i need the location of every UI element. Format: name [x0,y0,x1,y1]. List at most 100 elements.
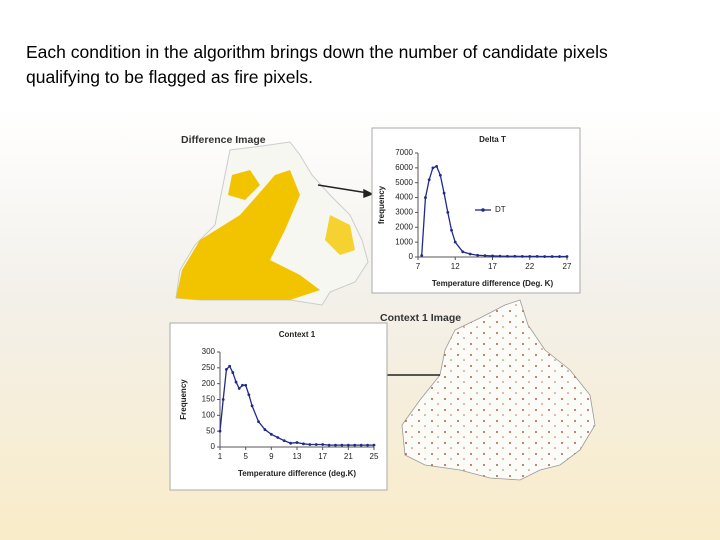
data-point [263,428,267,431]
y-tick-label: 4000 [395,193,413,202]
data-point [231,371,235,374]
difference-map [175,141,369,306]
y-tick-label: 5000 [395,178,413,187]
legend-marker [481,208,485,212]
data-point [450,228,453,232]
data-point [535,255,539,258]
data-point [520,255,524,258]
data-point [221,398,225,401]
data-point [442,191,446,195]
x-tick-label: 17 [488,262,497,271]
x-tick-label: 7 [416,262,421,271]
y-tick-label: 0 [409,252,414,261]
data-point [506,254,509,258]
data-point [427,178,431,182]
data-point [276,436,280,439]
x-tick-label: 17 [318,452,327,461]
x-tick-label: 9 [269,452,274,461]
data-point [225,368,228,371]
data-point [446,211,450,214]
x-axis-label: Temperature difference (Deg. K) [432,279,554,288]
data-point [321,443,325,446]
data-point [468,252,472,256]
data-point [372,443,376,447]
chart-title: Delta T [479,135,506,144]
data-point [543,255,547,258]
slide-text: Each condition in the algorithm brings d… [26,40,608,90]
y-tick-label: 250 [202,363,216,372]
y-tick-label: 6000 [395,163,413,172]
chart-frame [169,322,388,491]
chart-title: Context 1 [279,330,316,339]
data-point [353,443,357,447]
y-tick-label: 50 [206,426,215,435]
y-tick-label: 0 [211,442,216,451]
data-point [528,255,532,258]
data-point [257,420,260,424]
data-point [565,255,569,258]
y-tick-label: 100 [202,410,216,419]
data-point [483,254,487,258]
data-point [424,196,427,199]
data-point [282,439,286,443]
data-point [302,442,305,446]
y-tick-label: 2000 [395,222,413,231]
data-point [244,383,248,387]
data-point [346,443,350,447]
data-point [431,166,435,170]
y-tick-label: 200 [202,379,216,388]
data-point [228,364,232,368]
data-point [218,429,222,433]
data-point [438,173,442,177]
text-line: Each condition in the algorithm brings d… [26,42,608,62]
data-point [558,255,561,258]
y-tick-label: 3000 [395,208,413,217]
text-line: qualifying to be flagged as fire pixels. [26,67,313,87]
context-map [401,299,596,481]
data-point [476,253,479,257]
data-point [435,164,439,168]
y-tick-label: 150 [202,395,216,404]
x-tick-label: 22 [525,262,534,271]
data-point [247,393,251,397]
data-point [340,443,344,447]
data-point [314,443,318,446]
y-tick-label: 7000 [395,148,413,157]
data-point [513,254,517,258]
y-tick-label: 300 [202,347,216,356]
data-point [359,443,363,447]
legend-label: DT [495,205,506,214]
data-point [269,432,273,436]
data-point [289,441,292,445]
data-point [334,443,337,447]
x-tick-label: 27 [563,262,572,271]
data-point [550,255,554,258]
x-tick-label: 21 [344,452,353,461]
image-label: Difference Image [181,134,266,146]
x-tick-label: 12 [451,262,460,271]
data-point [241,383,244,387]
data-point [498,254,502,258]
y-tick-label: 1000 [395,237,413,246]
data-point [366,443,369,447]
data-point [237,387,241,390]
data-point [250,404,254,408]
data-point [327,443,331,447]
data-point [308,443,312,446]
x-axis-label: Temperature difference (deg.K) [238,469,356,478]
data-point [234,380,238,384]
data-point [295,441,299,444]
y-axis-label: Frequency [179,379,188,420]
data-point [461,250,465,254]
data-point [453,240,457,244]
x-tick-label: 5 [243,452,248,461]
data-point [420,254,424,257]
x-tick-label: 25 [370,452,379,461]
x-tick-label: 13 [293,452,302,461]
x-tick-label: 1 [218,452,223,461]
y-axis-label: frequency [377,185,386,224]
data-point [491,254,494,258]
image-label: Context 1 Image [380,312,461,324]
